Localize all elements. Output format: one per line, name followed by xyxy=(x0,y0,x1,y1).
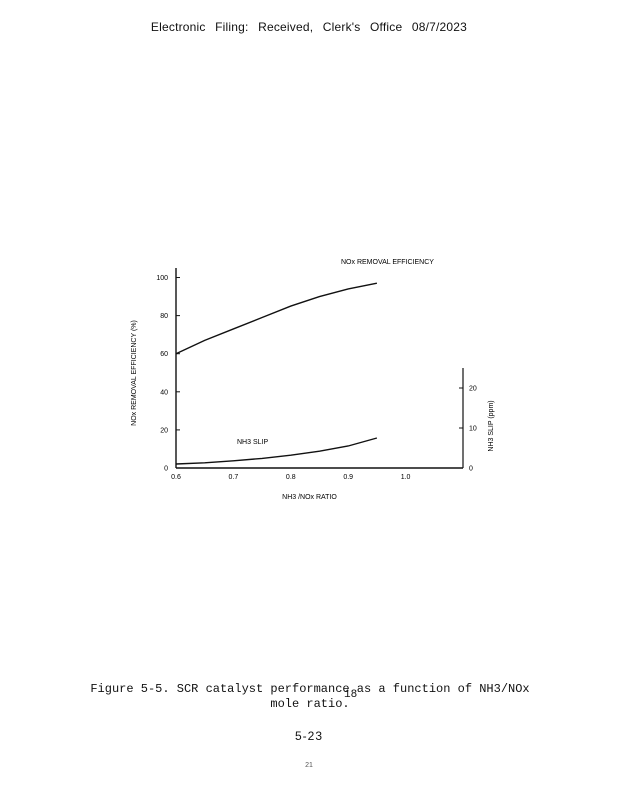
left-y-ticks: 0 20 40 60 80 100 xyxy=(156,275,180,473)
right-tick-label: 20 xyxy=(469,386,477,393)
x-ticks: 0.6 0.7 0.8 0.9 1.0 xyxy=(171,474,410,481)
left-tick-label: 0 xyxy=(164,466,168,473)
chart-axes xyxy=(175,268,464,469)
x-axis-label: NH3 /NOx RATIO xyxy=(282,494,337,501)
x-tick-label: 1.0 xyxy=(401,474,411,481)
page-footer-number: 21 xyxy=(305,762,313,769)
left-tick-label: 100 xyxy=(156,275,168,282)
caption-continuation: mole ratio. xyxy=(270,697,350,711)
right-y-ticks: 0 10 20 xyxy=(459,386,477,473)
x-tick-label: 0.9 xyxy=(343,474,353,481)
slip-line xyxy=(175,437,378,465)
left-tick-label: 60 xyxy=(160,351,168,358)
left-tick-label: 20 xyxy=(160,427,168,434)
series-lines xyxy=(175,282,378,465)
x-tick-label: 0.7 xyxy=(229,474,239,481)
series-label-efficiency: NOx REMOVAL EFFICIENCY xyxy=(341,259,434,266)
series-label-slip: NH3 SLIP xyxy=(237,439,268,446)
figure-caption: Figure 5-5. SCR catalyst performance as … xyxy=(90,682,530,696)
overlapping-page-number: 18 xyxy=(344,689,358,701)
right-y-axis-label: NH3 SLIP (ppm) xyxy=(488,400,495,451)
left-tick-label: 80 xyxy=(160,313,168,320)
x-tick-label: 0.8 xyxy=(286,474,296,481)
figure-caption-line2: mole ratio. xyxy=(60,697,560,711)
left-y-axis-label: NOx REMOVAL EFFICIENCY (%) xyxy=(131,320,138,426)
right-tick-label: 10 xyxy=(469,426,477,433)
page-number: 5-23 xyxy=(294,729,324,743)
left-tick-label: 40 xyxy=(160,389,168,396)
x-tick-label: 0.6 xyxy=(171,474,181,481)
efficiency-line xyxy=(175,282,378,355)
scr-performance-chart: 0 20 40 60 80 100 0 10 20 0.6 0.7 0.8 0.9 1.0 NOx R… xyxy=(131,259,495,501)
filing-header: Electronic Filing: Received, Clerk's Off… xyxy=(150,20,468,34)
right-tick-label: 0 xyxy=(469,466,473,473)
